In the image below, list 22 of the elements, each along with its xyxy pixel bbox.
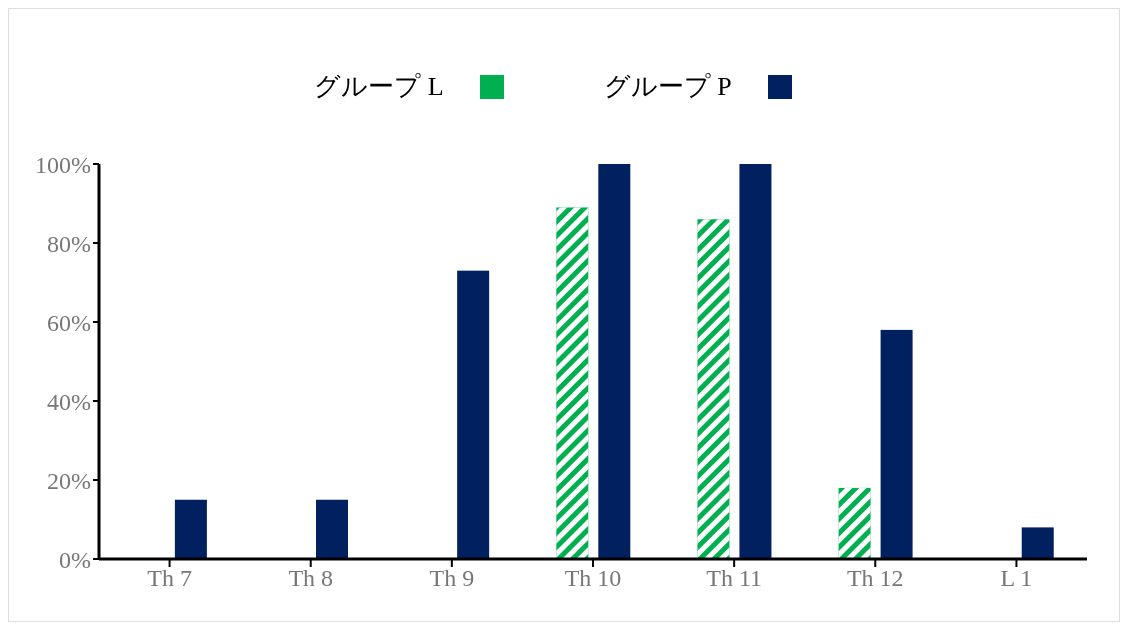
y-tick-label: 100% bbox=[35, 151, 91, 178]
bar bbox=[1021, 527, 1054, 559]
bar bbox=[880, 329, 913, 559]
x-tick-label: Th 11 bbox=[706, 565, 763, 592]
x-tick-label: Th 12 bbox=[846, 565, 904, 592]
legend-label: グループ L bbox=[314, 71, 444, 103]
x-tick-label: Th 8 bbox=[288, 565, 334, 592]
bar bbox=[598, 164, 631, 559]
y-tick-label: 80% bbox=[47, 230, 91, 257]
x-tick-label: Th 7 bbox=[147, 565, 192, 592]
y-tick-label: 40% bbox=[47, 388, 91, 415]
y-tick-label: 60% bbox=[47, 309, 91, 336]
bar bbox=[739, 164, 772, 559]
bar bbox=[457, 270, 490, 559]
y-tick-label: 0% bbox=[59, 546, 91, 573]
legend-label: グループ P bbox=[603, 71, 732, 103]
bar bbox=[316, 499, 349, 559]
bar bbox=[174, 499, 207, 559]
x-tick-label: Th 9 bbox=[429, 565, 475, 592]
y-tick-label: 20% bbox=[47, 467, 91, 494]
x-tick-label: L 1 bbox=[1000, 565, 1033, 592]
x-tick-label: Th 10 bbox=[564, 565, 622, 592]
